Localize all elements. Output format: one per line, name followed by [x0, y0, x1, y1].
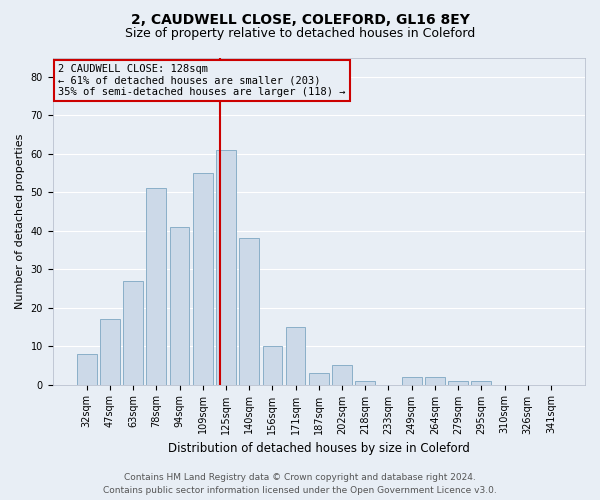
Bar: [402, 377, 422, 384]
Y-axis label: Number of detached properties: Number of detached properties: [15, 134, 25, 308]
Bar: [77, 354, 97, 384]
Bar: [309, 373, 329, 384]
Text: Contains HM Land Registry data © Crown copyright and database right 2024.
Contai: Contains HM Land Registry data © Crown c…: [103, 474, 497, 495]
Text: 2 CAUDWELL CLOSE: 128sqm
← 61% of detached houses are smaller (203)
35% of semi-: 2 CAUDWELL CLOSE: 128sqm ← 61% of detach…: [58, 64, 346, 97]
Bar: [286, 327, 305, 384]
Bar: [100, 319, 120, 384]
Bar: [425, 377, 445, 384]
Bar: [355, 380, 375, 384]
Bar: [472, 380, 491, 384]
Bar: [123, 280, 143, 384]
X-axis label: Distribution of detached houses by size in Coleford: Distribution of detached houses by size …: [168, 442, 470, 455]
Bar: [216, 150, 236, 384]
Text: Size of property relative to detached houses in Coleford: Size of property relative to detached ho…: [125, 28, 475, 40]
Bar: [263, 346, 282, 385]
Bar: [448, 380, 468, 384]
Bar: [193, 173, 212, 384]
Bar: [170, 227, 190, 384]
Bar: [239, 238, 259, 384]
Text: 2, CAUDWELL CLOSE, COLEFORD, GL16 8EY: 2, CAUDWELL CLOSE, COLEFORD, GL16 8EY: [131, 12, 469, 26]
Bar: [146, 188, 166, 384]
Bar: [332, 366, 352, 384]
